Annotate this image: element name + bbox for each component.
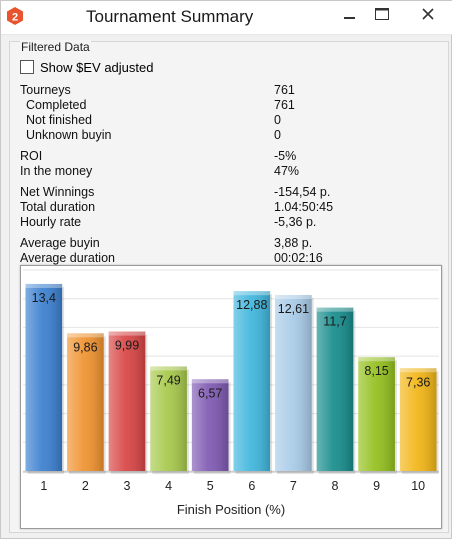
bar-value-label: 12,61 xyxy=(278,302,309,316)
stat-value-average-buyin: 3,88 р. xyxy=(274,236,313,250)
bar-position-2[interactable]: 9,86 xyxy=(67,333,106,474)
stat-value-completed: 761 xyxy=(274,98,295,112)
svg-text:2: 2 xyxy=(12,12,18,24)
bar-highlight xyxy=(191,379,229,471)
minimize-button[interactable] xyxy=(334,3,364,29)
stat-value-net-winnings: -154,54 р. xyxy=(274,185,331,199)
stat-label-unknown-buyin: Unknown buyin xyxy=(26,128,112,142)
stat-value-unknown-buyin: 0 xyxy=(274,128,281,142)
stat-value-roi: -5% xyxy=(274,149,297,163)
stat-label-hourly-rate: Hourly rate xyxy=(20,215,82,229)
bar-highlight xyxy=(399,368,437,471)
bar-highlight xyxy=(67,333,104,471)
stat-label-average-buyin: Average buyin xyxy=(20,236,100,250)
bar-highlight xyxy=(316,307,354,471)
bar-position-6[interactable]: 12,88 xyxy=(233,291,273,474)
x-tick-label: 1 xyxy=(40,479,47,493)
x-tick-label: 9 xyxy=(373,479,380,493)
maximize-icon xyxy=(375,8,389,20)
bar-cap xyxy=(25,283,63,288)
bar-highlight xyxy=(275,294,312,471)
x-tick-label: 5 xyxy=(207,479,214,493)
bar-position-5[interactable]: 6,57 xyxy=(191,379,231,474)
stat-value-not-finished: 0 xyxy=(274,113,281,127)
stat-label-net-winnings: Net Winnings xyxy=(20,185,95,199)
bar-value-label: 13,4 xyxy=(32,291,56,305)
finish-position-chart: 13,4 9,86 9,99 7,49 6,57 12,88 12,61 11,7 8,15 7,… xyxy=(20,265,442,529)
stat-value-hourly-rate: -5,36 р. xyxy=(274,215,317,229)
x-tick-label: 6 xyxy=(248,479,255,493)
stat-value-in-the-money: 47% xyxy=(274,164,300,178)
bar-highlight xyxy=(150,366,187,471)
bar-value-label: 12,88 xyxy=(236,298,267,312)
bar-highlight xyxy=(358,357,395,471)
stat-label-roi: ROI xyxy=(20,149,43,163)
x-tick-label: 3 xyxy=(124,479,131,493)
stat-label-tourneys: Tourneys xyxy=(20,83,71,97)
bar-cap xyxy=(191,379,229,384)
stat-label-completed: Completed xyxy=(26,98,87,112)
stat-label-in-the-money: In the money xyxy=(20,164,93,178)
bar-position-4[interactable]: 7,49 xyxy=(150,366,189,474)
app-logo-icon: 2 xyxy=(7,7,23,25)
bar-position-8[interactable]: 11,7 xyxy=(316,307,356,474)
bar-cap xyxy=(399,368,437,373)
bar-position-10[interactable]: 7,36 xyxy=(399,368,439,474)
x-tick-label: 2 xyxy=(82,479,89,493)
bar-cap xyxy=(67,333,104,338)
bar-value-label: 7,36 xyxy=(406,375,430,389)
bar-value-label: 9,99 xyxy=(115,339,139,353)
bar-position-7[interactable]: 12,61 xyxy=(275,294,314,474)
chart-svg: 13,4 9,86 9,99 7,49 6,57 12,88 12,61 11,7 8,15 7,… xyxy=(23,269,439,517)
title-bar[interactable]: 2 Tournament Summary xyxy=(1,1,452,35)
bar-highlight xyxy=(25,283,63,471)
bar-value-label: 8,15 xyxy=(364,364,388,378)
stat-value-average-duration: 00:02:16 xyxy=(274,251,323,265)
show-sev-checkbox[interactable] xyxy=(20,60,34,74)
window-title: Tournament Summary xyxy=(86,7,254,26)
stat-value-total-duration: 1.04:50:45 xyxy=(274,200,334,214)
bar-cap xyxy=(108,331,146,336)
bar-cap xyxy=(275,294,312,299)
bar-cap xyxy=(316,307,354,312)
x-tick-label: 10 xyxy=(411,479,425,493)
filtered-data-label: Filtered Data xyxy=(20,40,91,54)
close-button[interactable] xyxy=(411,3,445,29)
stat-label-average-duration: Average duration xyxy=(20,251,115,265)
chart-bars: 13,4 9,86 9,99 7,49 6,57 12,88 12,61 11,7 8,15 7,… xyxy=(25,283,439,474)
bar-position-1[interactable]: 13,4 xyxy=(25,283,65,474)
bar-position-3[interactable]: 9,99 xyxy=(108,331,148,474)
bar-highlight xyxy=(108,331,146,471)
bar-cap xyxy=(233,291,271,296)
bar-value-label: 9,86 xyxy=(73,340,97,354)
bar-value-label: 6,57 xyxy=(198,386,222,400)
bar-cap xyxy=(150,366,187,371)
x-tick-label: 7 xyxy=(290,479,297,493)
bar-position-9[interactable]: 8,15 xyxy=(358,357,397,474)
bar-highlight xyxy=(233,291,271,471)
stat-value-tourneys: 761 xyxy=(274,83,295,97)
bar-value-label: 11,7 xyxy=(323,315,346,329)
close-icon xyxy=(422,8,434,20)
x-tick-label: 8 xyxy=(332,479,339,493)
minimize-icon xyxy=(344,17,355,19)
maximize-button[interactable] xyxy=(367,3,397,29)
chart-x-axis-title: Finish Position (%) xyxy=(177,502,285,517)
x-tick-label: 4 xyxy=(165,479,172,493)
stat-label-not-finished: Not finished xyxy=(26,113,93,127)
stat-label-total-duration: Total duration xyxy=(20,200,96,214)
show-sev-label[interactable]: Show $EV adjusted xyxy=(40,60,154,75)
chart-x-ticks: 1 2 3 4 5 6 7 8 9 10 xyxy=(40,479,425,493)
bar-value-label: 7,49 xyxy=(156,373,180,387)
bar-cap xyxy=(358,357,395,362)
